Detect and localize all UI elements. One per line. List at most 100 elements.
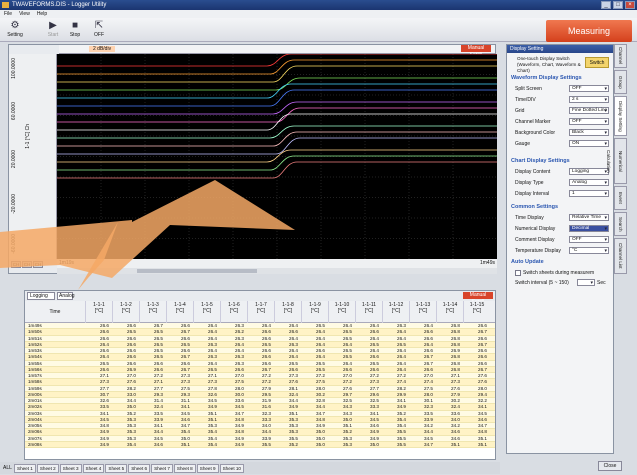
value-cell: 29.9	[397, 391, 406, 397]
table-row[interactable]: 2m05s 34.8 35.3 34.1 34.7 35.3 34.9 34.0 35.3 34.…	[25, 423, 495, 430]
table-row[interactable]: 1m52s 26.4 26.6 26.5 26.5 26.3 26.4 26.5 26.3 26.…	[25, 341, 495, 348]
side-tab[interactable]: Event	[614, 186, 627, 210]
sheet-tab[interactable]: Sheet 6	[128, 464, 151, 473]
close-window-button[interactable]: ×	[625, 1, 635, 9]
value-cell: 35.0	[181, 435, 190, 441]
chart-setting-0-select[interactable]: Logging	[569, 168, 609, 175]
chart-setting-2-select[interactable]: 1	[569, 190, 609, 197]
value-cell: 34.9	[235, 423, 244, 428]
table-row[interactable]: 1m53s 26.6 26.6 26.5 26.6 26.4 26.4 26.6 26.4 26.…	[25, 348, 495, 355]
ch-button[interactable]: CH	[22, 261, 32, 268]
common-setting-2-select[interactable]: OFF	[569, 236, 609, 243]
mode-select[interactable]: Logging	[27, 292, 55, 300]
menu-help[interactable]: Help	[36, 11, 48, 17]
side-tab[interactable]: Display Setting	[614, 96, 627, 136]
table-row[interactable]: 1m56s 26.6 26.9 26.6 26.7 26.5 26.6 26.7 26.6 26.…	[25, 366, 495, 373]
switch-button[interactable]: Switch	[585, 57, 609, 68]
measuring-indicator: Measuring	[546, 20, 632, 42]
chart-settings-heading: Chart Display Settings	[511, 158, 570, 164]
switch-interval-input[interactable]	[577, 279, 595, 286]
table-row[interactable]: 2m03s 34.1 35.2 33.5 34.5 35.1 34.7 32.3 35.1 34.…	[25, 410, 495, 417]
table-row[interactable]: 1m59s 27.7 28.2 27.7 27.5 27.8 28.0 27.9 28.1 28.…	[25, 385, 495, 392]
waveform-plot[interactable]	[57, 54, 497, 259]
sheet-tab[interactable]: Sheet 10	[219, 464, 244, 473]
value-cell: 26.4	[370, 335, 379, 341]
sheet-tab[interactable]: Sheet 9	[196, 464, 219, 473]
table-row[interactable]: 1m51s 26.6 26.6 26.5 26.6 26.4 26.3 26.6 26.4 26.…	[25, 335, 495, 342]
menu-view[interactable]: View	[19, 11, 30, 17]
chart-setting-1-select[interactable]: Analog	[569, 179, 609, 186]
side-tab[interactable]: Channel	[614, 44, 627, 68]
type-select[interactable]: Analog	[57, 292, 75, 300]
start-button[interactable]: ▶ Start	[42, 20, 64, 40]
side-tab[interactable]: Group	[614, 70, 627, 94]
side-tab[interactable]: Numerical Calculation	[606, 138, 627, 184]
table-row[interactable]: 1m50s 26.6 26.5 26.5 26.7 26.4 26.2 26.6 26.6 26.…	[25, 329, 495, 336]
common-setting-1-select[interactable]: Decimal	[569, 225, 609, 232]
wave-setting-5-select[interactable]: ON	[569, 140, 609, 147]
sheet-tab[interactable]: Sheet 5	[105, 464, 128, 473]
panel-title: Display Setting	[507, 45, 613, 53]
series-line	[57, 77, 497, 91]
common-setting-3-select[interactable]: °C	[569, 247, 609, 254]
value-cell: 27.1	[154, 379, 163, 385]
table-row[interactable]: 2m04s 34.5 35.3 33.9 34.6 35.1 34.8 33.3 35.3 34.…	[25, 416, 495, 423]
table-row[interactable]: 2m00s 30.7 33.0 29.3 29.3 32.6 30.0 29.5 32.4 30.…	[25, 391, 495, 398]
value-cell: 35.0	[343, 416, 352, 422]
sheet-tab[interactable]: Sheet 7	[151, 464, 173, 473]
toolbar: ⚙ Setting ▶ Start ■ Stop ⇱ OFF	[0, 18, 637, 42]
value-cell: 26.5	[127, 329, 136, 335]
sheet-tab[interactable]: Sheet 8	[173, 464, 196, 473]
value-cell: 33.5	[424, 410, 433, 416]
sheet-tab[interactable]: Sheet 1	[14, 464, 36, 473]
table-row[interactable]: 1m58s 27.3 27.6 27.1 27.3 27.3 27.5 27.2 27.6 27.…	[25, 379, 495, 386]
wave-setting-2-label: Grid	[515, 108, 525, 114]
table-row[interactable]: 2m01s 32.6 34.4 31.4 31.1 34.5 33.6 31.9 34.4 32.…	[25, 398, 495, 405]
ch-button[interactable]: CH	[33, 261, 43, 268]
sheet-tab[interactable]: Sheet 4	[82, 464, 105, 473]
close-button[interactable]: Close	[598, 461, 622, 471]
wave-setting-3-select[interactable]: OFF	[569, 118, 609, 125]
switch-sheets-checkbox[interactable]	[515, 270, 521, 276]
maximize-button[interactable]: □	[613, 1, 623, 9]
table-row[interactable]: 2m06s 34.9 35.3 34.4 35.4 35.4 34.8 34.4 35.3 35.…	[25, 429, 495, 436]
value-cell: 34.6	[154, 441, 163, 447]
side-tab[interactable]: Search	[614, 212, 627, 236]
value-cell: 27.0	[235, 373, 244, 378]
time-cell: 1m57s	[28, 373, 42, 378]
setting-button[interactable]: ⚙ Setting	[4, 20, 26, 40]
sheet-tab[interactable]: Sheet 3	[59, 464, 82, 473]
chart-setting-2-label: Display Interval	[515, 191, 550, 197]
stop-button[interactable]: ■ Stop	[64, 20, 86, 40]
value-cell: 32.5	[343, 398, 352, 403]
table-row[interactable]: 1m55s 26.5 26.6 26.6 26.6 26.4 26.3 26.6 26.5 26.…	[25, 360, 495, 367]
value-cell: 34.6	[478, 416, 487, 422]
table-row[interactable]: 2m08s 34.9 35.4 34.6 35.1 35.4 34.9 35.5 35.2 35.…	[25, 441, 495, 448]
menu-file[interactable]: File	[4, 11, 13, 17]
wave-setting-2-select[interactable]: Fine Dotted Line	[569, 107, 609, 114]
manual-scroll-table-button[interactable]: Manual Scroll	[463, 292, 493, 305]
value-cell: 26.4	[208, 335, 217, 341]
scroll-thumb[interactable]	[137, 269, 257, 273]
wave-setting-4-select[interactable]: Black	[569, 129, 609, 136]
value-cell: 32.2	[478, 398, 487, 403]
table-row[interactable]: 1m54s 26.4 26.6 26.5 26.7 26.3 26.3 26.6 26.4 26.…	[25, 354, 495, 361]
manual-scroll-chart-button[interactable]: Manual Scroll	[461, 45, 491, 58]
off-button[interactable]: ⇱ OFF	[88, 20, 110, 40]
chart-scrollbar[interactable]	[57, 268, 497, 274]
all-label[interactable]: ALL	[3, 465, 12, 471]
value-cell: 27.3	[370, 379, 379, 385]
table-row[interactable]: 2m07s 34.9 35.3 34.5 35.0 35.4 34.9 33.9 35.5 35.…	[25, 435, 495, 442]
minimize-button[interactable]: _	[601, 1, 611, 9]
table-row[interactable]: 1m57s 27.1 27.0 27.2 27.3 27.1 27.0 27.2 27.3 27.…	[25, 373, 495, 380]
wave-setting-0-select[interactable]: OFF	[569, 85, 609, 92]
ch-button[interactable]: CH	[11, 261, 21, 268]
wave-setting-1-select[interactable]: 2 s	[569, 96, 609, 103]
common-setting-0-select[interactable]: Relative Time	[569, 214, 609, 221]
value-cell: 26.4	[208, 348, 217, 353]
side-tab[interactable]: Channel List	[614, 238, 627, 274]
table-row[interactable]: 2m02s 33.5 35.0 32.4 34.1 34.9 34.5 31.6 34.9 34.…	[25, 404, 495, 411]
time-cell: 2m06s	[28, 429, 42, 435]
sheet-tab[interactable]: Sheet 2	[36, 464, 59, 473]
table-row[interactable]: 1m49s 26.6 26.6 26.7 26.6 26.4 26.3 26.4 26.4 26.…	[25, 323, 495, 330]
